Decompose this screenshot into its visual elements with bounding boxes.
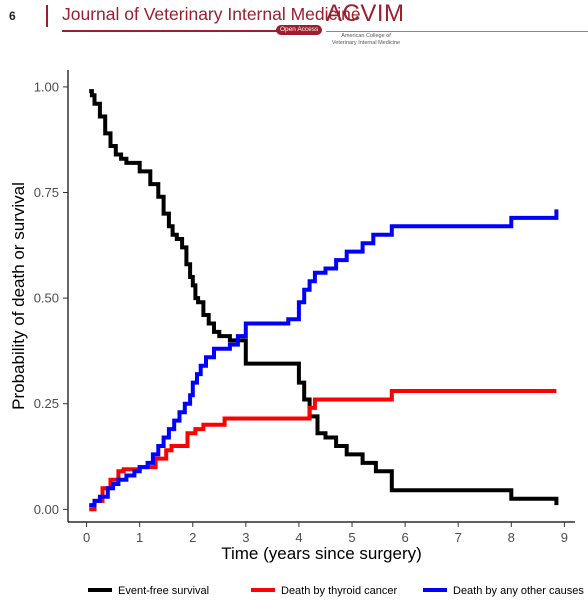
acvim-logo-subtitle-line2: Veterinary Internal Medicine bbox=[331, 40, 401, 46]
x-tick-label: 5 bbox=[348, 530, 355, 545]
survival-chart: 0 1 2 3 4 5 6 7 8 9 0.00 0.25 0.50 0.75 1.00 Time (ye… bbox=[9, 70, 584, 597]
acvim-logo-text: ACVIM bbox=[326, 0, 405, 27]
x-tick-label: 7 bbox=[455, 530, 462, 545]
legend: Event-free survival Death by thyroid canc… bbox=[88, 585, 584, 597]
title-underline bbox=[62, 30, 314, 32]
y-axis: 0.00 0.25 0.50 0.75 1.00 bbox=[34, 79, 68, 517]
x-tick-label: 3 bbox=[242, 530, 249, 545]
x-tick-label: 2 bbox=[189, 530, 196, 545]
series-line-1 bbox=[89, 89, 559, 506]
y-tick-label: 0.00 bbox=[34, 502, 59, 517]
x-axis-label: Time (years since surgery) bbox=[221, 544, 422, 563]
y-tick-label: 1.00 bbox=[34, 79, 59, 94]
legend-label: Death by any other causes bbox=[453, 585, 584, 597]
header-divider bbox=[46, 5, 48, 27]
y-tick-label: 0.75 bbox=[34, 185, 59, 200]
x-tick-label: 8 bbox=[508, 530, 515, 545]
acvim-logo-subtitle-line1: American College of bbox=[341, 33, 391, 39]
series-line-3 bbox=[89, 209, 559, 508]
x-tick-label: 1 bbox=[136, 530, 143, 545]
journal-title: Journal of Veterinary Internal Medicine bbox=[62, 4, 361, 24]
logo-divider bbox=[326, 31, 588, 32]
x-tick-label: 0 bbox=[83, 530, 90, 545]
plot-area bbox=[67, 70, 575, 523]
open-access-badge: Open Access bbox=[276, 25, 323, 35]
x-tick-label: 9 bbox=[561, 530, 568, 545]
legend-label: Event-free survival bbox=[118, 585, 209, 597]
x-axis: 0 1 2 3 4 5 6 7 8 9 bbox=[83, 522, 568, 545]
series-layer bbox=[89, 89, 559, 512]
y-tick-label: 0.25 bbox=[34, 396, 59, 411]
y-tick-label: 0.50 bbox=[34, 291, 59, 306]
x-tick-label: 4 bbox=[295, 530, 302, 545]
page-number: 6 bbox=[9, 9, 16, 23]
series-line-2 bbox=[89, 389, 557, 512]
y-axis-label: Probability of death or survival bbox=[9, 182, 28, 410]
page-header: 6 Journal of Veterinary Internal Medicin… bbox=[0, 0, 588, 52]
legend-label: Death by thyroid cancer bbox=[281, 585, 398, 597]
x-tick-label: 6 bbox=[401, 530, 408, 545]
